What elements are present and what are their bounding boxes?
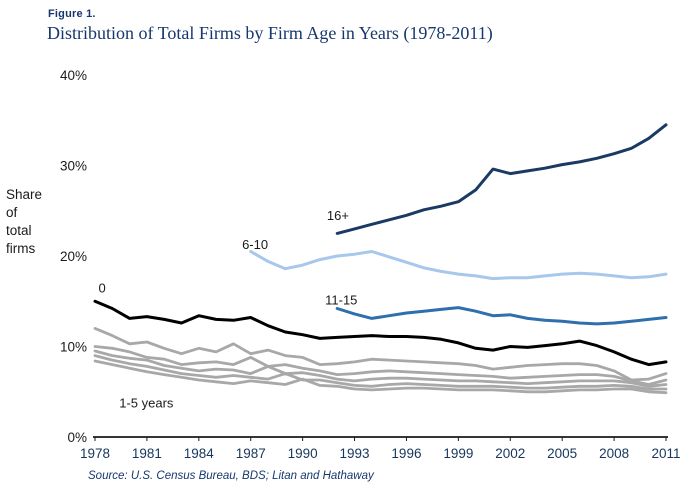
source-note: Source: U.S. Census Bureau, BDS; Litan a…	[88, 470, 374, 482]
series-annotation-1-5-years: 1-5 years	[119, 396, 174, 411]
series-line-16+	[335, 123, 668, 235]
x-axis-tick-label: 2008	[599, 446, 629, 461]
x-axis-tick-label: 1981	[132, 446, 162, 461]
x-axis-tick-label: 1993	[340, 446, 370, 461]
y-axis-tick-label: 40%	[60, 68, 87, 83]
x-axis-tick-label: 2002	[495, 446, 525, 461]
y-axis-tick-label: 10%	[60, 340, 87, 355]
series-line-0	[93, 299, 668, 367]
series-annotation-11-15: 11-15	[325, 292, 357, 307]
y-axis-title-line: firms	[6, 241, 36, 256]
x-axis-tick-label: 1999	[443, 446, 473, 461]
x-axis-tick-label: 1978	[80, 446, 110, 461]
series-annotation-0: 0	[98, 281, 105, 296]
x-axis-tick-label: 1990	[288, 446, 318, 461]
x-axis-tick-label: 1996	[391, 446, 421, 461]
series-line-11-15	[335, 306, 668, 326]
series-line-age-4	[93, 354, 668, 391]
series-line-age-3	[93, 349, 668, 388]
series-annotation-6-10: 6-10	[242, 237, 268, 252]
y-axis-title-line: of	[6, 205, 18, 220]
y-axis-tick-label: 30%	[60, 159, 87, 174]
series-line-6-10	[249, 250, 668, 281]
x-axis-tick-label: 2011	[651, 446, 680, 461]
series-line-age-5	[93, 359, 668, 395]
y-axis-title-line: Share	[6, 187, 43, 202]
x-axis-tick-label: 1984	[184, 446, 215, 461]
x-axis-tick-label: 2005	[547, 446, 577, 461]
series-annotation-16+: 16+	[327, 208, 349, 223]
series-line-age-1	[93, 326, 668, 382]
series-line-age-2	[93, 345, 668, 386]
figure-number-label: Figure 1.	[48, 8, 96, 20]
chart-title: Distribution of Total Firms by Firm Age …	[47, 23, 493, 43]
x-axis-tick-label: 1987	[236, 446, 266, 461]
y-axis-tick-label: 0%	[67, 430, 87, 445]
y-axis-title-line: total	[6, 223, 32, 238]
y-axis-title: Share of total firms	[6, 186, 42, 258]
y-axis-tick-label: 20%	[60, 249, 87, 264]
